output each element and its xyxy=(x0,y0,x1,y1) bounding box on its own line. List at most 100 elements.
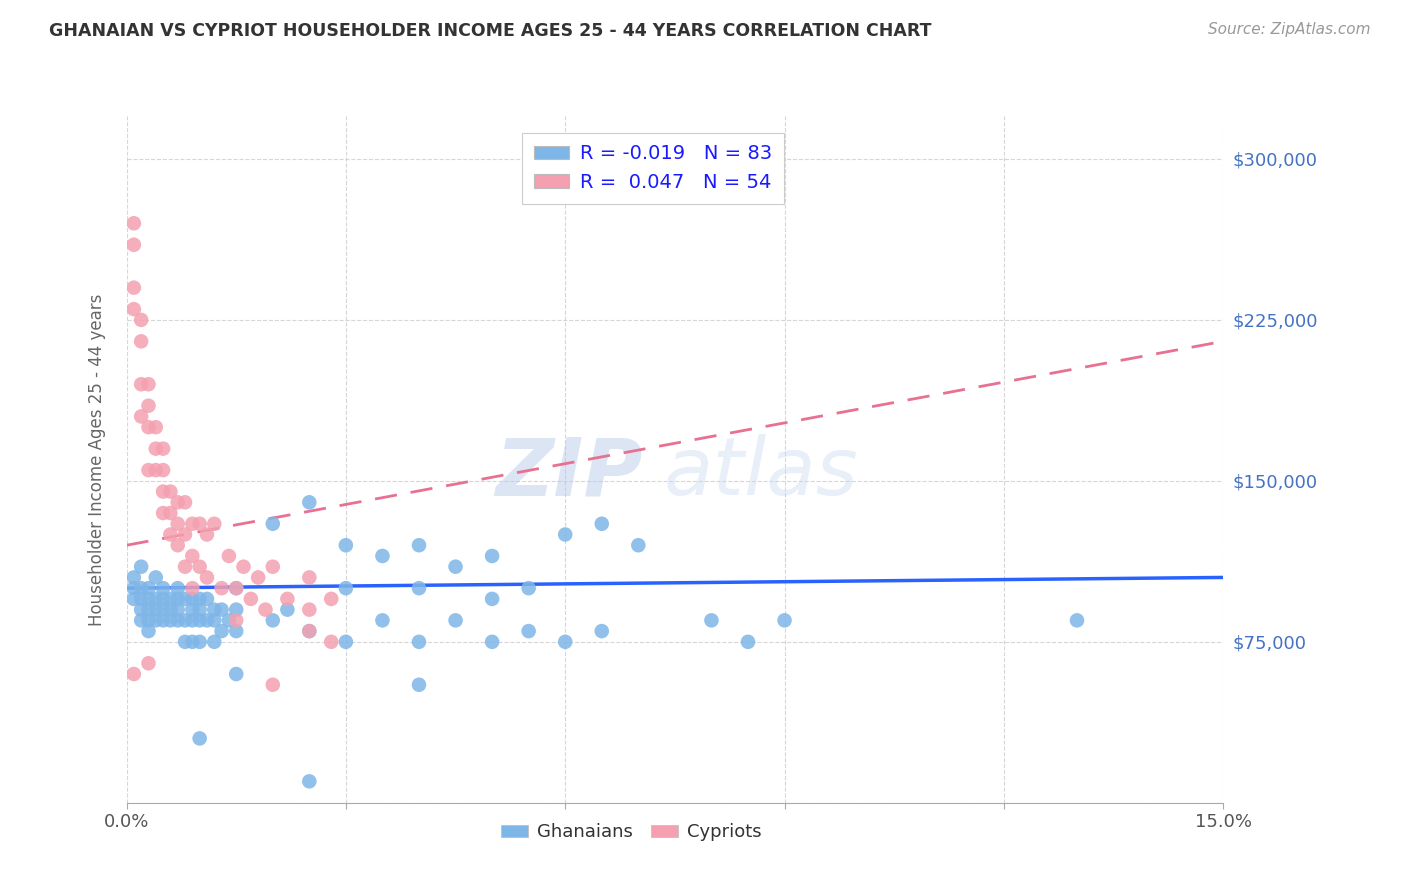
Point xyxy=(298,624,321,639)
Point xyxy=(335,635,357,649)
Point xyxy=(129,559,152,574)
Point xyxy=(408,581,430,595)
Point xyxy=(159,527,181,541)
Point xyxy=(481,635,503,649)
Point xyxy=(335,538,357,552)
Point xyxy=(159,591,181,606)
Point xyxy=(181,602,204,616)
Point xyxy=(408,538,430,552)
Point xyxy=(195,527,218,541)
Point xyxy=(627,538,650,552)
Point xyxy=(737,635,759,649)
Point xyxy=(276,602,298,616)
Point xyxy=(211,602,233,616)
Point xyxy=(181,516,204,531)
Point xyxy=(481,591,503,606)
Point xyxy=(145,613,167,627)
Point xyxy=(138,591,160,606)
Point xyxy=(225,667,247,681)
Point xyxy=(188,559,211,574)
Point xyxy=(335,581,357,595)
Point xyxy=(166,516,188,531)
Point xyxy=(181,591,204,606)
Point xyxy=(298,570,321,584)
Point xyxy=(262,613,284,627)
Text: Source: ZipAtlas.com: Source: ZipAtlas.com xyxy=(1208,22,1371,37)
Point xyxy=(202,613,225,627)
Point xyxy=(517,624,540,639)
Point xyxy=(122,302,145,317)
Point xyxy=(481,549,503,563)
Point xyxy=(232,559,254,574)
Point xyxy=(159,506,181,520)
Point xyxy=(188,635,211,649)
Point xyxy=(202,516,225,531)
Point xyxy=(145,591,167,606)
Point xyxy=(174,635,197,649)
Point xyxy=(174,591,197,606)
Point xyxy=(218,613,240,627)
Point xyxy=(166,602,188,616)
Point xyxy=(225,613,247,627)
Point xyxy=(152,591,174,606)
Point xyxy=(298,624,321,639)
Point xyxy=(1066,613,1088,627)
Y-axis label: Householder Income Ages 25 - 44 years: Householder Income Ages 25 - 44 years xyxy=(87,293,105,625)
Point xyxy=(181,549,204,563)
Point xyxy=(152,581,174,595)
Point xyxy=(129,581,152,595)
Point xyxy=(138,420,160,434)
Point xyxy=(298,774,321,789)
Point xyxy=(321,591,343,606)
Point xyxy=(225,581,247,595)
Point xyxy=(298,495,321,509)
Point xyxy=(225,602,247,616)
Point xyxy=(202,635,225,649)
Point xyxy=(239,591,262,606)
Point xyxy=(298,602,321,616)
Point xyxy=(174,527,197,541)
Point xyxy=(321,635,343,649)
Point xyxy=(122,237,145,252)
Point xyxy=(262,516,284,531)
Point xyxy=(152,506,174,520)
Point xyxy=(122,216,145,230)
Point xyxy=(129,334,152,349)
Point xyxy=(554,527,576,541)
Point xyxy=(145,602,167,616)
Point xyxy=(262,559,284,574)
Point xyxy=(408,678,430,692)
Point xyxy=(159,484,181,499)
Point xyxy=(188,516,211,531)
Point xyxy=(254,602,277,616)
Text: atlas: atlas xyxy=(664,434,859,512)
Point xyxy=(591,624,613,639)
Point xyxy=(517,581,540,595)
Point xyxy=(122,667,145,681)
Text: GHANAIAN VS CYPRIOT HOUSEHOLDER INCOME AGES 25 - 44 YEARS CORRELATION CHART: GHANAIAN VS CYPRIOT HOUSEHOLDER INCOME A… xyxy=(49,22,932,40)
Point xyxy=(262,678,284,692)
Point xyxy=(700,613,723,627)
Point xyxy=(152,442,174,456)
Point xyxy=(159,602,181,616)
Point xyxy=(122,570,145,584)
Point xyxy=(591,516,613,531)
Point xyxy=(145,570,167,584)
Point xyxy=(188,731,211,746)
Legend: Ghanaians, Cypriots: Ghanaians, Cypriots xyxy=(494,816,769,848)
Point xyxy=(188,613,211,627)
Point xyxy=(276,591,298,606)
Point xyxy=(247,570,270,584)
Point xyxy=(129,313,152,327)
Point xyxy=(138,602,160,616)
Point xyxy=(152,613,174,627)
Point xyxy=(145,442,167,456)
Point xyxy=(129,409,152,424)
Point xyxy=(145,463,167,477)
Point xyxy=(181,581,204,595)
Point xyxy=(195,591,218,606)
Point xyxy=(371,549,394,563)
Point xyxy=(174,559,197,574)
Point xyxy=(166,495,188,509)
Point xyxy=(166,613,188,627)
